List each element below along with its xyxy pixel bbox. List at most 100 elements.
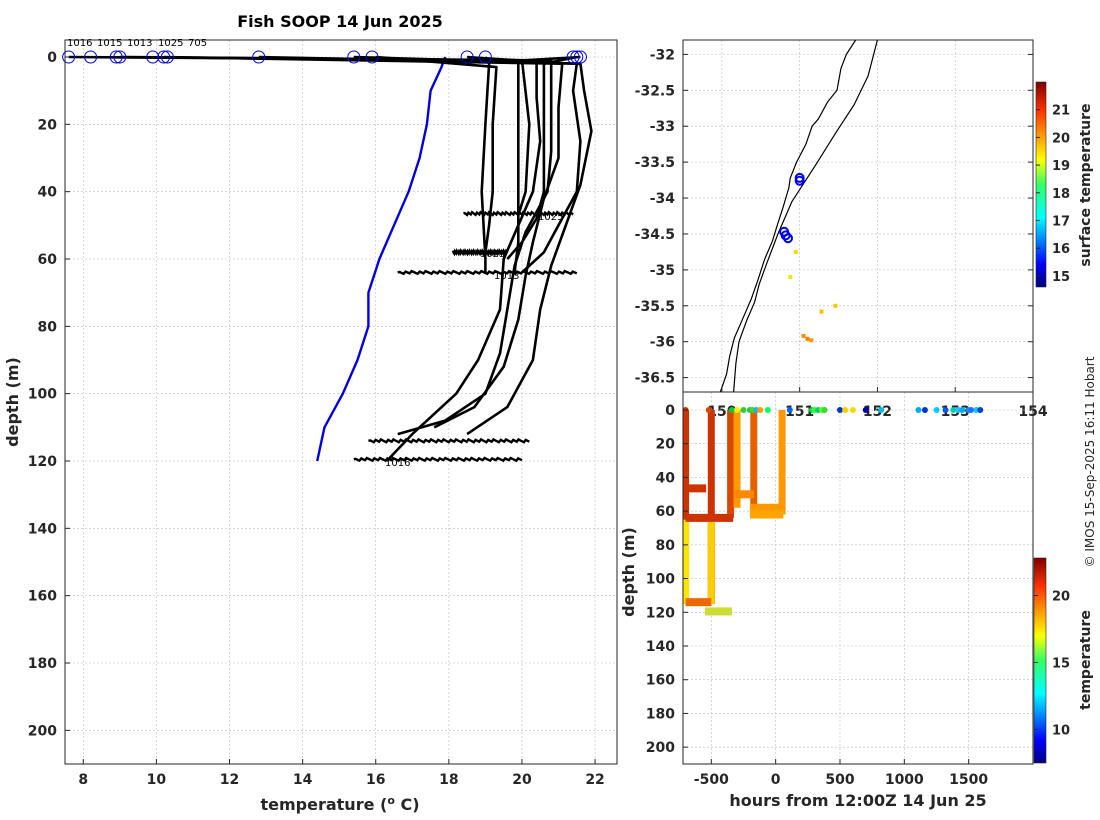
noise-band: [451, 248, 509, 257]
y-tick-label: 0: [47, 50, 57, 66]
y-tick-label: 40: [38, 185, 58, 201]
y-tick-label: 60: [38, 252, 58, 268]
profile-x-label: temperature (o C): [260, 794, 419, 814]
y-tick-label: 200: [28, 723, 57, 739]
surface-point: [740, 407, 747, 413]
colorbar-tick-label: 18: [1052, 187, 1070, 202]
surface-temp-point: [805, 336, 810, 341]
map-panel: -32 -32.5 -33 -33.5 -34 -34.5 -35 -35.5 -36 -36.5…: [635, 39, 1094, 420]
colorbar-tick-label: 21: [1052, 104, 1070, 119]
y-tick-label: -32.5: [635, 83, 675, 99]
marker-label: 705: [188, 38, 207, 49]
x-tick-label: 18: [439, 772, 458, 788]
x-tick-label: 22: [585, 772, 604, 788]
x-tick-label: 20: [512, 772, 532, 788]
time-y-label: depth (m): [619, 527, 638, 617]
inline-label: 1016: [385, 458, 410, 469]
colorbar-tick-label: 20: [1052, 131, 1070, 146]
y-tick-label: -34: [650, 191, 676, 207]
colorbar-tick-label: 10: [1052, 724, 1070, 739]
x-tick-label: 1000: [885, 772, 924, 788]
y-tick-label: 100: [28, 387, 57, 403]
profile-line-p8: [506, 55, 578, 260]
shelf-contour: [733, 40, 878, 392]
surface-marker: [347, 50, 361, 64]
surface-point: [764, 407, 771, 413]
noise-band: [397, 269, 578, 276]
time-x-label: hours from 12:00Z 14 Jun 25: [729, 791, 986, 810]
surface-point: [921, 407, 928, 413]
x-tick-label: 8: [78, 772, 88, 788]
temperature-colorbar-ticks: 10 15 20: [1034, 590, 1070, 739]
surface-point: [915, 407, 922, 413]
inline-label: 1025: [538, 212, 563, 223]
y-tick-label: 200: [646, 740, 675, 756]
x-tick-label: 0: [771, 772, 781, 788]
profile-noise-bands: [353, 210, 578, 463]
x-tick-label: 16: [366, 772, 385, 788]
colorbar-tick-label: 15: [1052, 270, 1070, 285]
track-marker: [783, 233, 793, 244]
surface-marker: [157, 50, 171, 64]
y-tick-label: -33.5: [635, 155, 675, 171]
surface-point: [734, 407, 741, 413]
surface-marker: [573, 50, 587, 64]
profile-lines: [68, 55, 593, 462]
surface-point: [862, 407, 869, 413]
y-tick-label: -36.5: [635, 371, 675, 387]
surface-temp-point: [801, 333, 806, 338]
time-y-ticks: 0 20 40 60 80 100 120 140 160 180 200: [646, 403, 688, 756]
surface-point: [878, 407, 885, 413]
credit-text: © IMOS 15-Sep-2025 16:11 Hobart: [1083, 356, 1097, 567]
surface-temp-colorbar-ticks: 15 16 17 18 19 20 21: [1036, 104, 1070, 285]
map-geography: [719, 40, 878, 392]
marker-label: 1013: [127, 38, 152, 49]
profile-line-p3: [163, 55, 564, 429]
surface-point: [757, 407, 764, 413]
surface-temp-point: [809, 338, 814, 343]
inline-label: 1025: [480, 249, 505, 260]
surface-temp-colorbar-label: surface temperature: [1078, 103, 1094, 266]
y-tick-label: 20: [656, 437, 676, 453]
surface-marker: [570, 50, 584, 64]
colorbar-tick-label: 20: [1052, 590, 1070, 605]
x-tick-label: 12: [220, 772, 239, 788]
surface-point: [821, 407, 828, 413]
temperature-colorbar: [1033, 557, 1047, 764]
surface-markers: [62, 50, 587, 64]
y-tick-label: -35.5: [635, 299, 675, 315]
colorbar-tick-label: 19: [1052, 159, 1070, 174]
x-tick-label: 500: [825, 772, 854, 788]
y-tick-label: 20: [38, 117, 58, 133]
y-tick-label: -36: [650, 335, 675, 351]
surface-point: [942, 407, 949, 413]
surface-point: [950, 407, 957, 413]
surface-temp-colorbar: [1035, 81, 1047, 288]
profile-line-blue-profile: [316, 56, 447, 462]
surface-point: [977, 407, 984, 413]
x-tick-label: -500: [694, 772, 729, 788]
y-tick-label: -35: [650, 263, 675, 279]
y-tick-label: 120: [646, 605, 675, 621]
y-tick-label: 180: [646, 706, 675, 722]
y-tick-label: -32: [650, 47, 675, 63]
y-tick-label: 0: [665, 403, 675, 419]
x-tick-label: 151: [785, 404, 814, 420]
surface-marker: [113, 50, 127, 64]
depth-band: [704, 607, 732, 616]
surface-marker: [146, 50, 160, 64]
surface-temp-point: [819, 309, 824, 314]
y-tick-label: 80: [38, 319, 58, 335]
surface-point: [842, 407, 849, 413]
surface-point: [959, 407, 966, 413]
surface-marker: [566, 50, 580, 64]
time-depth-data: [683, 407, 984, 616]
surface-marker: [252, 50, 266, 64]
surface-point: [849, 407, 856, 413]
track-marker: [794, 175, 805, 186]
colorbar-tick-label: 17: [1052, 215, 1070, 230]
y-tick-label: 160: [28, 589, 57, 605]
profile-line-p10: [517, 55, 581, 216]
temperature-colorbar-label: temperature: [1078, 610, 1094, 710]
time-axes-box: [682, 391, 1034, 765]
